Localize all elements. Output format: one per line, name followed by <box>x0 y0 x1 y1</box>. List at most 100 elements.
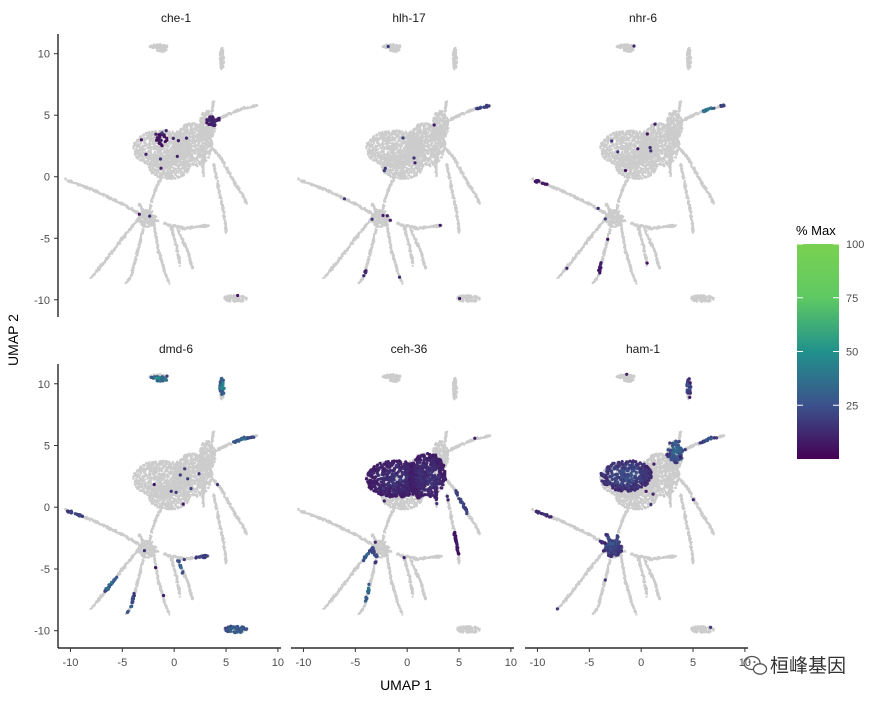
background-cell <box>217 154 220 158</box>
background-cell <box>184 245 187 248</box>
background-cell <box>135 249 138 252</box>
background-cell <box>339 196 343 200</box>
background-cell <box>142 228 145 231</box>
background-cell <box>144 161 147 165</box>
background-cell <box>160 176 163 179</box>
background-cell <box>194 146 197 150</box>
background-cell <box>189 128 192 131</box>
background-cell <box>90 276 94 279</box>
background-cell <box>110 252 113 255</box>
background-cell <box>183 227 186 230</box>
background-cell <box>118 241 121 244</box>
background-cell <box>141 231 144 234</box>
background-cell <box>205 109 208 112</box>
background-cell <box>190 140 193 143</box>
background-cell <box>144 132 147 135</box>
background-cell <box>153 43 156 47</box>
background-cell <box>167 176 170 179</box>
background-cell <box>209 142 212 145</box>
background-cell <box>83 184 86 188</box>
background-cell <box>208 128 211 131</box>
background-cell <box>196 139 200 142</box>
background-cell <box>175 147 178 150</box>
background-cell <box>235 109 238 112</box>
background-cell <box>198 125 201 128</box>
background-cell <box>178 264 181 267</box>
background-cell <box>150 169 153 172</box>
background-cell <box>345 199 348 202</box>
background-cell <box>222 50 225 54</box>
background-cell <box>96 269 99 272</box>
background-cell <box>217 186 220 189</box>
background-cell <box>192 152 196 155</box>
background-cell <box>148 142 151 145</box>
background-cell <box>181 161 184 164</box>
background-cell <box>165 172 168 175</box>
background-cell <box>223 297 226 300</box>
background-cell <box>151 194 154 197</box>
background-cell <box>229 294 232 297</box>
background-cell <box>211 126 214 129</box>
background-cell <box>225 113 228 116</box>
background-cell <box>238 189 241 192</box>
background-cell <box>167 134 170 138</box>
background-cell <box>218 191 221 194</box>
background-cell <box>158 45 161 48</box>
background-cell <box>152 143 156 146</box>
background-cell <box>213 100 216 103</box>
background-cell <box>173 238 176 241</box>
background-cell <box>211 104 214 107</box>
background-cell <box>199 123 202 126</box>
background-cell <box>316 184 319 188</box>
background-cell <box>193 141 196 144</box>
background-cell <box>324 188 328 191</box>
background-cell <box>195 160 198 163</box>
background-cell <box>168 164 171 167</box>
background-cell <box>182 174 185 177</box>
background-cell <box>159 47 162 50</box>
background-cell <box>143 141 147 144</box>
background-cells <box>64 43 726 635</box>
background-cell <box>140 240 143 243</box>
background-cell <box>188 165 191 168</box>
background-cell <box>211 133 215 136</box>
background-cell <box>160 173 163 176</box>
background-cell <box>166 158 169 161</box>
background-cell <box>224 227 228 230</box>
background-cell <box>150 210 153 213</box>
background-cell <box>86 186 89 189</box>
background-cell <box>143 223 146 226</box>
background-cell <box>182 152 185 155</box>
background-cell <box>222 216 225 219</box>
background-cell <box>203 158 206 161</box>
background-cell <box>156 159 159 162</box>
background-cell <box>144 212 148 215</box>
background-cell <box>166 146 169 149</box>
background-cell <box>168 151 171 154</box>
background-cell <box>180 144 183 147</box>
background-cell <box>171 158 174 161</box>
background-cell <box>177 135 180 138</box>
background-cell <box>133 152 136 155</box>
background-cell <box>171 231 174 234</box>
background-cell <box>208 137 211 141</box>
background-cell <box>138 244 141 247</box>
background-cell <box>224 295 227 298</box>
background-cell <box>147 221 150 225</box>
background-cell <box>184 123 187 126</box>
background-cell <box>150 199 153 202</box>
background-cell <box>333 193 336 196</box>
background-cell <box>198 134 201 138</box>
background-cell <box>184 162 187 165</box>
background-cell <box>71 181 74 184</box>
background-cell <box>141 223 144 227</box>
background-cell <box>125 205 128 208</box>
background-cell <box>206 127 209 130</box>
background-cell <box>220 60 223 63</box>
background-cell <box>198 141 201 144</box>
background-cell <box>205 151 208 155</box>
background-cell <box>153 214 156 217</box>
background-cell <box>153 145 156 148</box>
background-cell <box>176 158 179 161</box>
